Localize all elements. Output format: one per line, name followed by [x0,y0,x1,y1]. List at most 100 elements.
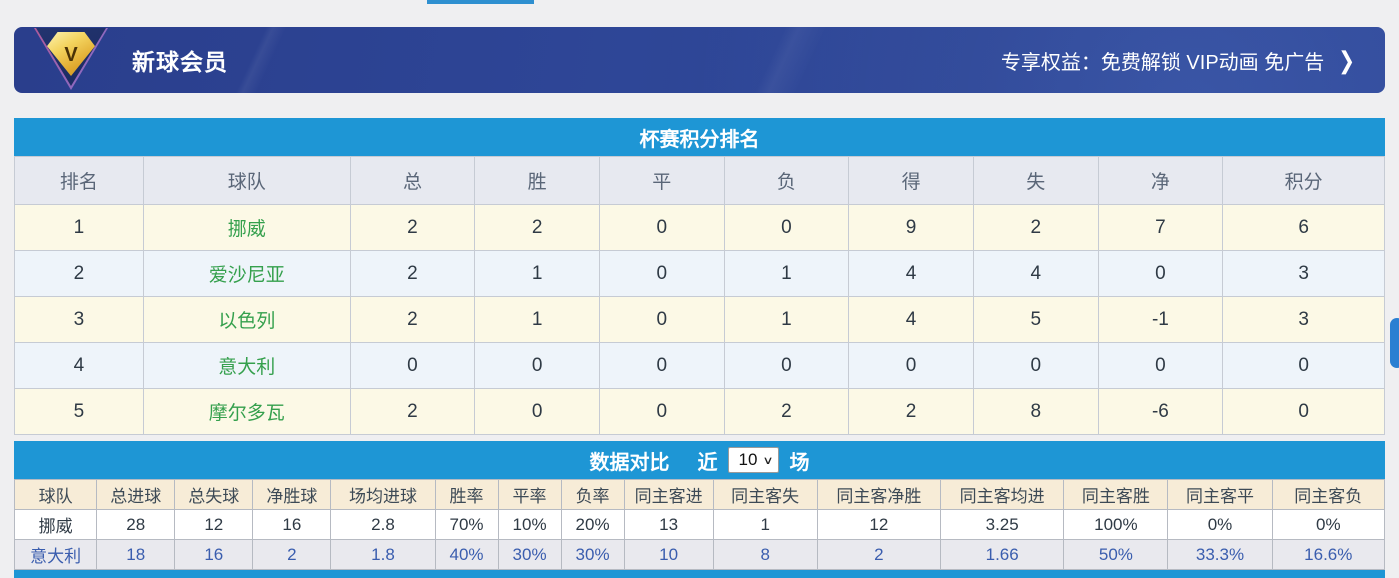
col-win: 胜 [474,156,600,205]
stat-cell: 8 [712,539,818,570]
loss-cell: 0 [723,342,850,389]
stat-cell: 1 [712,509,818,540]
standings-table: 排名 球队 总 胜 平 负 得 失 净 积分 1 挪威 2 2 0 0 9 2 … [14,156,1385,435]
team-link[interactable]: 以色列 [142,296,351,343]
gem-letter: V [64,43,78,66]
stat-cell: 40% [434,539,499,570]
loss-cell: 2 [723,388,850,435]
col-total-conceded: 总失球 [174,479,254,510]
gd-cell: -6 [1097,388,1224,435]
col-avg-goals: 场均进球 [330,479,436,510]
col-team: 球队 [142,156,351,205]
col-rank: 排名 [14,156,144,205]
chevron-down-icon: ∨ [762,454,775,467]
col-win-rate: 胜率 [434,479,499,510]
table-row: 挪威 28 12 16 2.8 70% 10% 20% 13 1 12 3.25… [13,509,1386,540]
team-link[interactable]: 挪威 [142,204,351,251]
stat-cell: 2 [816,539,942,570]
team-link[interactable]: 意大利 [142,342,351,389]
stat-cell: 1.66 [940,539,1065,570]
stat-cell: 3.25 [940,509,1065,540]
col-loss: 负 [723,156,850,205]
ga-cell: 5 [972,296,1099,343]
recent-matches-select[interactable]: 10 ∨ [727,447,780,473]
comparison-section-header: 数据对比 近 10 ∨ 场 [14,441,1385,479]
stat-cell: 2 [252,539,332,570]
next-section-header-partial [14,570,1385,578]
page-content: V 新球会员 专享权益：免费解锁 VIP动画 免广告 ❯ 杯赛积分排名 排名 球… [13,0,1386,578]
rank-cell: 2 [14,250,144,297]
stat-cell: 33.3% [1167,539,1273,570]
vip-benefits-link[interactable]: 专享权益：免费解锁 VIP动画 免广告 ❯ [1001,46,1355,75]
col-same-venue-avg: 同主客均进 [940,479,1065,510]
gd-cell: -1 [1097,296,1224,343]
gf-cell: 0 [848,342,974,389]
stat-cell: 30% [497,539,562,570]
comparison-table: 球队 总进球 总失球 净胜球 场均进球 胜率 平率 负率 同主客进 同主客失 同… [13,479,1386,570]
col-draw-rate: 平率 [497,479,562,510]
loss-cell: 0 [723,204,850,251]
gf-cell: 9 [848,204,974,251]
standings-section-header: 杯赛积分排名 [14,118,1385,156]
col-total: 总 [349,156,476,205]
points-cell: 0 [1222,388,1385,435]
draw-cell: 0 [598,342,725,389]
win-cell: 0 [474,388,600,435]
rank-cell: 3 [14,296,144,343]
rank-cell: 1 [14,204,144,251]
team-link[interactable]: 意大利 [13,539,98,570]
team-link[interactable]: 爱沙尼亚 [142,250,351,297]
gd-cell: 0 [1097,250,1224,297]
gd-cell: 0 [1097,342,1224,389]
gf-cell: 2 [848,388,974,435]
table-row: 1 挪威 2 2 0 0 9 2 7 6 [14,204,1385,251]
col-same-venue-conceded: 同主客失 [712,479,818,510]
recent-matches-value: 10 [738,450,758,469]
draw-cell: 0 [598,388,725,435]
stat-cell: 12 [174,509,254,540]
table-row: 4 意大利 0 0 0 0 0 0 0 0 [14,342,1385,389]
col-same-venue-draw: 同主客平 [1167,479,1273,510]
stat-cell: 16 [252,509,332,540]
loss-cell: 1 [723,296,850,343]
stat-cell: 18 [96,539,176,570]
stat-cell: 100% [1063,509,1169,540]
draw-cell: 0 [598,296,725,343]
ga-cell: 8 [972,388,1099,435]
stat-cell: 16.6% [1271,539,1386,570]
comparison-title: 数据对比 [589,451,670,474]
team-link[interactable]: 摩尔多瓦 [142,388,351,435]
col-draw: 平 [598,156,725,205]
gf-cell: 4 [848,250,974,297]
table-row: 3 以色列 2 1 0 1 4 5 -1 3 [14,296,1385,343]
gf-cell: 4 [848,296,974,343]
col-loss-rate: 负率 [560,479,625,510]
points-cell: 3 [1222,296,1385,343]
col-goal-diff: 净 [1097,156,1224,205]
comparison-header-row: 球队 总进球 总失球 净胜球 场均进球 胜率 平率 负率 同主客进 同主客失 同… [13,479,1386,510]
stat-cell: 16 [174,539,254,570]
col-same-venue-win: 同主客胜 [1063,479,1169,510]
stat-cell: 30% [560,539,625,570]
points-cell: 0 [1222,342,1385,389]
scrollbar-thumb[interactable] [1390,318,1399,368]
win-cell: 1 [474,296,600,343]
stat-cell: 10 [623,539,714,570]
standings-title: 杯赛积分排名 [639,128,760,151]
win-cell: 0 [474,342,600,389]
win-cell: 1 [474,250,600,297]
banner-title: 新球会员 [132,49,228,75]
team-link[interactable]: 挪威 [13,509,98,540]
stat-cell: 50% [1063,539,1169,570]
stat-cell: 1.8 [330,539,436,570]
draw-cell: 0 [598,250,725,297]
col-same-venue-diff: 同主客净胜 [816,479,942,510]
stat-cell: 0% [1167,509,1273,540]
stat-cell: 0% [1271,509,1386,540]
total-cell: 2 [349,204,476,251]
stat-cell: 2.8 [330,509,436,540]
table-row: 意大利 18 16 2 1.8 40% 30% 30% 10 8 2 1.66 … [13,539,1386,570]
table-row: 5 摩尔多瓦 2 0 0 2 2 8 -6 0 [14,388,1385,435]
stat-cell: 12 [816,509,942,540]
vip-member-banner[interactable]: V 新球会员 专享权益：免费解锁 VIP动画 免广告 ❯ [14,27,1385,93]
